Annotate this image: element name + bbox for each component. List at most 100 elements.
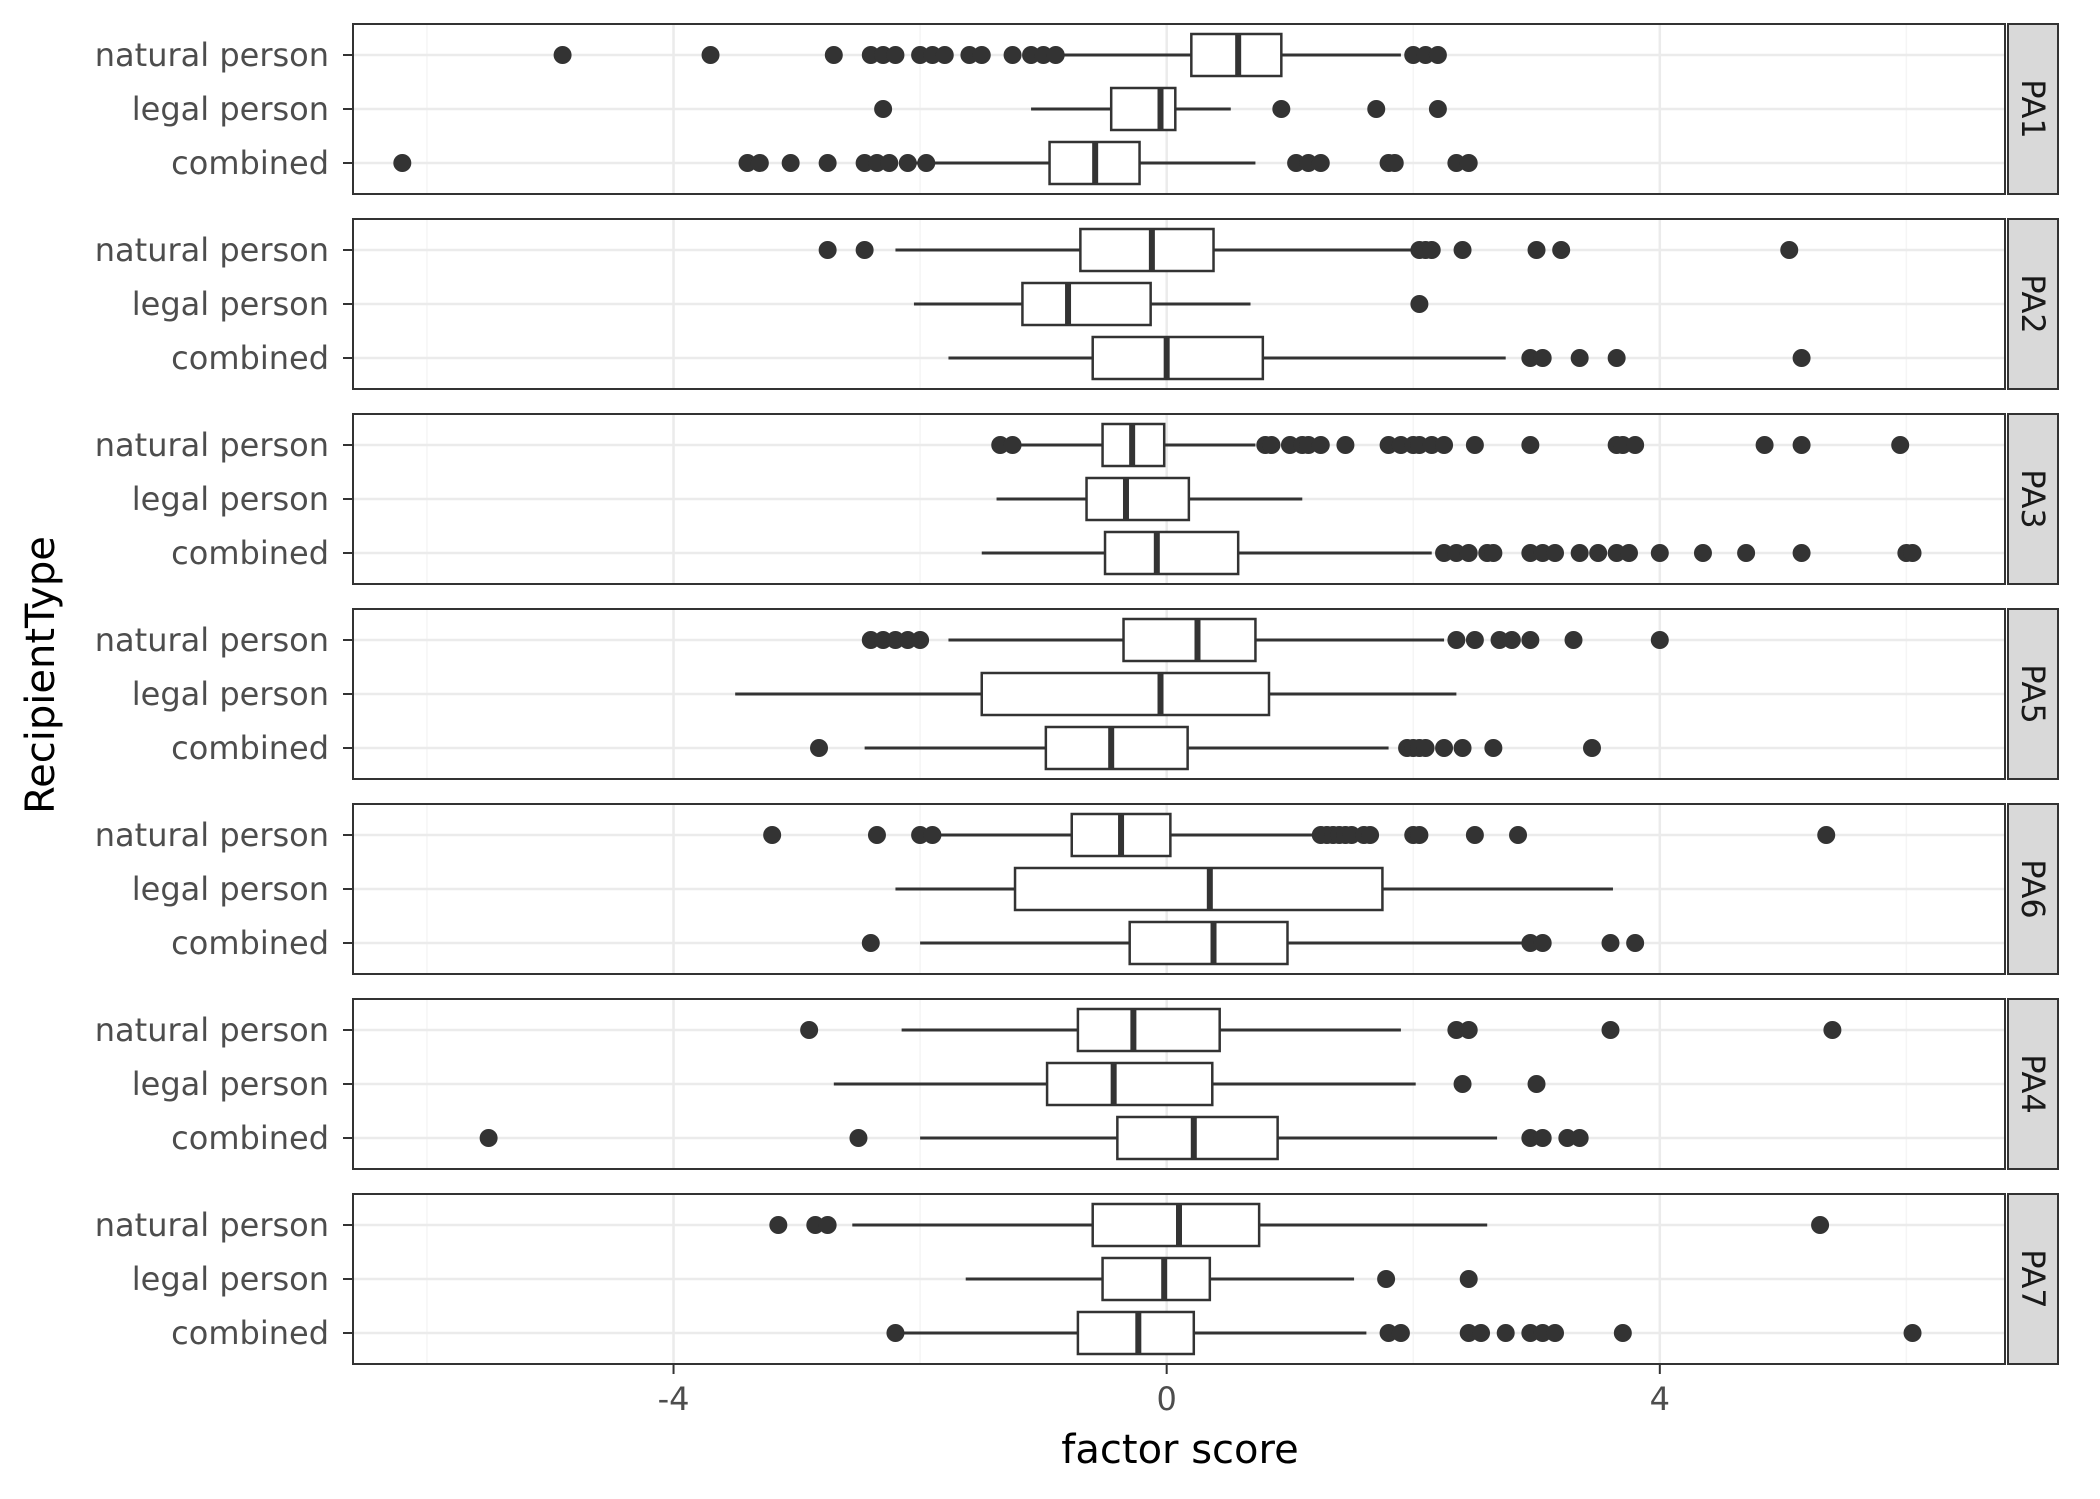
outlier-point [1780,241,1799,259]
boxplot-row: combined [171,335,1811,381]
outlier-point [1404,46,1423,64]
outlier-point [738,154,757,172]
outlier-point [935,46,954,64]
outlier-point [1435,739,1454,757]
outlier-point [1379,1324,1398,1342]
facet-strip [2007,413,2059,585]
boxplot-row: combined [171,920,1645,966]
facet-strip-label: PA6 [2014,859,2052,919]
outlier-point [1521,436,1540,454]
iqr-box [1103,530,1240,576]
outlier-point [763,826,782,844]
boxplot-row: natural person [95,1202,1830,1248]
outlier-point [800,1021,819,1039]
outlier-point [1521,631,1540,649]
y-tick-label: combined [171,1314,329,1352]
outlier-point [1272,100,1291,118]
outlier-point [1533,544,1552,562]
outlier-point [849,1129,868,1147]
outlier-point [855,154,874,172]
panel-border [352,218,2006,390]
outlier-point [750,154,769,172]
outlier-point [1533,349,1552,367]
outlier-point [1287,154,1306,172]
outlier-point [867,826,886,844]
outlier-point [818,1216,837,1234]
outlier-point [898,154,917,172]
facet-strip-label: PA1 [2014,79,2052,139]
outlier-point [1459,544,1478,562]
outlier-point [1792,436,1811,454]
outlier-point [1459,1324,1478,1342]
y-tick-label: natural person [95,1011,329,1049]
y-tick-label: legal person [132,1065,329,1103]
outlier-point [1823,1021,1842,1039]
outlier-point [824,46,843,64]
boxplot-row: natural person [95,32,1447,78]
outlier-point [1422,241,1441,259]
iqr-box [1122,617,1257,663]
outlier-point [479,1129,498,1147]
outlier-point [1792,349,1811,367]
facet-panel-pa4: natural person legal person combined PA4 [95,998,2059,1170]
iqr-box [1085,476,1191,522]
outlier-point [1046,46,1065,64]
outlier-point [1521,349,1540,367]
outlier-point [1626,934,1645,952]
iqr-box [1045,1061,1214,1107]
outlier-point [911,631,930,649]
boxplot-row: combined [171,1115,1589,1161]
facet-panels: natural person legal person combined PA1 nat… [95,23,2059,1365]
outlier-point [855,241,874,259]
outlier-point [1564,631,1583,649]
outlier-point [1607,349,1626,367]
outlier-point [1410,826,1429,844]
outlier-point [886,1324,905,1342]
outlier-point [1521,1129,1540,1147]
boxplot-row: legal person [132,1256,1478,1302]
outlier-point [1891,436,1910,454]
panel-border [352,23,2006,195]
iqr-box [980,671,1271,717]
outlier-point [781,154,800,172]
outlier-point [1546,1324,1565,1342]
outlier-point [1650,544,1669,562]
outlier-point [911,46,930,64]
y-tick-label: combined [171,339,329,377]
x-tick-label: 0 [1156,1380,1176,1418]
boxplot-row: combined [171,530,1922,576]
outlier-point [1558,1129,1577,1147]
boxplot-row: natural person [95,1007,1842,1053]
outlier-point [1435,544,1454,562]
outlier-point [1570,349,1589,367]
outlier-point [1502,631,1521,649]
outlier-point [701,46,720,64]
outlier-point [1385,154,1404,172]
y-tick-label: legal person [132,675,329,713]
x-tick-label: 4 [1650,1380,1670,1418]
x-axis: -4 0 4 [658,1364,1670,1418]
outlier-point [1570,1129,1589,1147]
outlier-point [1262,436,1281,454]
outlier-point [1367,100,1386,118]
outlier-point [818,241,837,259]
outlier-point [1693,544,1712,562]
outlier-point [1447,154,1466,172]
outlier-point [1817,826,1836,844]
outlier-point [1811,1216,1830,1234]
facet-panel-pa5: natural person legal person combined PA5 [95,608,2059,780]
facet-panel-pa3: natural person legal person combined PA3 [95,413,2059,585]
outlier-point [1003,46,1022,64]
outlier-point [874,631,893,649]
outlier-point [1903,544,1922,562]
iqr-box [1076,1007,1221,1053]
outlier-point [1379,436,1398,454]
y-tick-label: combined [171,144,329,182]
outlier-point [553,46,572,64]
boxplot-row: natural person [95,812,1836,858]
boxplot-row: combined [171,725,1601,771]
outlier-point [818,154,837,172]
outlier-point [1601,934,1620,952]
outlier-point [1521,934,1540,952]
outlier-point [1472,1324,1491,1342]
